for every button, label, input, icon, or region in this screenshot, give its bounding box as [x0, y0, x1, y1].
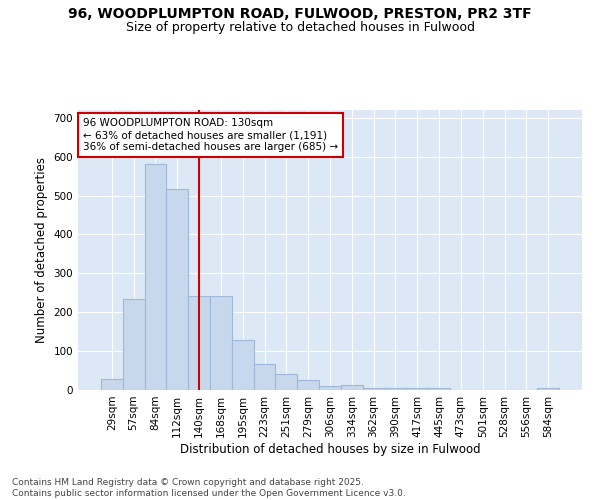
- Bar: [319, 386, 341, 390]
- Bar: [254, 364, 275, 390]
- Bar: [341, 385, 363, 390]
- Bar: [406, 388, 428, 390]
- Bar: [232, 340, 254, 390]
- Text: 96, WOODPLUMPTON ROAD, FULWOOD, PRESTON, PR2 3TF: 96, WOODPLUMPTON ROAD, FULWOOD, PRESTON,…: [68, 8, 532, 22]
- Bar: [101, 379, 123, 390]
- Text: 96 WOODPLUMPTON ROAD: 130sqm
← 63% of detached houses are smaller (1,191)
36% of: 96 WOODPLUMPTON ROAD: 130sqm ← 63% of de…: [83, 118, 338, 152]
- Bar: [210, 296, 232, 390]
- Bar: [385, 388, 406, 390]
- Text: Contains HM Land Registry data © Crown copyright and database right 2025.
Contai: Contains HM Land Registry data © Crown c…: [12, 478, 406, 498]
- Bar: [537, 388, 559, 390]
- Text: Size of property relative to detached houses in Fulwood: Size of property relative to detached ho…: [125, 21, 475, 34]
- Y-axis label: Number of detached properties: Number of detached properties: [35, 157, 48, 343]
- Bar: [188, 296, 210, 390]
- Bar: [275, 374, 297, 390]
- Bar: [166, 189, 188, 390]
- Bar: [123, 300, 145, 390]
- Bar: [428, 388, 450, 390]
- Bar: [145, 164, 166, 390]
- Bar: [297, 380, 319, 390]
- X-axis label: Distribution of detached houses by size in Fulwood: Distribution of detached houses by size …: [179, 442, 481, 456]
- Bar: [363, 388, 385, 390]
